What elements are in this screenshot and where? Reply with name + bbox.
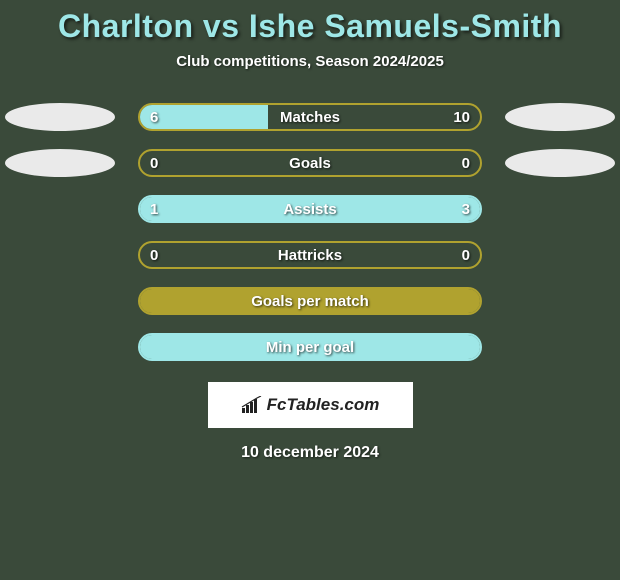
- stat-row-goals-per-match: Goals per match: [0, 282, 620, 328]
- page-title: Charlton vs Ishe Samuels-Smith: [0, 8, 620, 45]
- stat-value-right: 10: [453, 105, 470, 129]
- player-photo-right: [505, 149, 615, 177]
- stat-label: Min per goal: [140, 335, 480, 359]
- stat-bar: 1 Assists 3: [138, 195, 482, 223]
- infographic-date: 10 december 2024: [0, 444, 620, 462]
- stat-bar: 0 Goals 0: [138, 149, 482, 177]
- stat-label: Assists: [140, 197, 480, 221]
- player-photo-left: [5, 103, 115, 131]
- stat-label: Hattricks: [140, 243, 480, 267]
- stat-value-right: 0: [462, 151, 470, 175]
- logo-label: FcTables.com: [267, 395, 380, 415]
- logo-text: FcTables.com: [241, 395, 380, 415]
- stat-row-goals: 0 Goals 0: [0, 144, 620, 190]
- stat-label: Goals per match: [140, 289, 480, 313]
- stat-row-assists: 1 Assists 3: [0, 190, 620, 236]
- stat-value-right: 0: [462, 243, 470, 267]
- stat-row-matches: 6 Matches 10: [0, 98, 620, 144]
- stat-bar: Min per goal: [138, 333, 482, 361]
- stat-label: Goals: [140, 151, 480, 175]
- comparison-infographic: Charlton vs Ishe Samuels-Smith Club comp…: [0, 0, 620, 462]
- stat-row-min-per-goal: Min per goal: [0, 328, 620, 374]
- stat-rows: 6 Matches 10 0 Goals 0 1 Assists 3: [0, 98, 620, 374]
- stat-bar: 0 Hattricks 0: [138, 241, 482, 269]
- stat-bar: Goals per match: [138, 287, 482, 315]
- page-subtitle: Club competitions, Season 2024/2025: [0, 53, 620, 70]
- stat-row-hattricks: 0 Hattricks 0: [0, 236, 620, 282]
- stat-value-right: 3: [462, 197, 470, 221]
- chart-icon: [241, 396, 263, 414]
- player-photo-right: [505, 103, 615, 131]
- player-photo-left: [5, 149, 115, 177]
- stat-label: Matches: [140, 105, 480, 129]
- stat-bar: 6 Matches 10: [138, 103, 482, 131]
- fctables-logo: FcTables.com: [208, 382, 413, 428]
